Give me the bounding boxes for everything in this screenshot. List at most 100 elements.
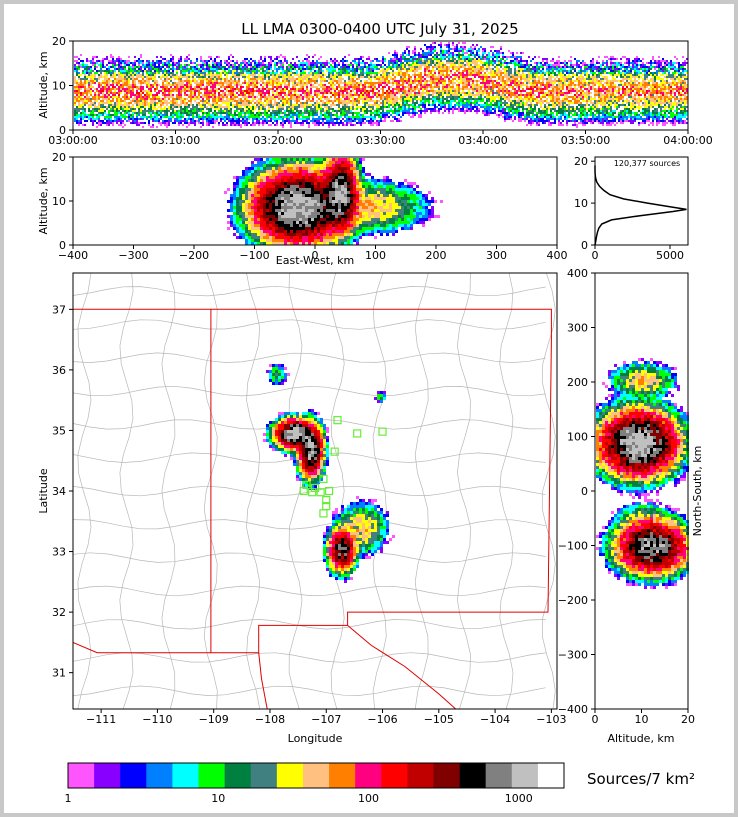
time-height-bin xyxy=(414,72,416,74)
time-height-bin xyxy=(344,108,346,110)
time-height-bin xyxy=(354,100,356,102)
time-height-bin xyxy=(238,120,240,122)
time-height-bin xyxy=(422,62,424,64)
time-height-bin xyxy=(360,80,362,82)
time-height-bin xyxy=(88,80,90,82)
time-height-bin xyxy=(394,108,396,110)
time-height-bin xyxy=(86,102,88,104)
time-height-bin xyxy=(380,102,382,104)
time-height-bin xyxy=(438,68,440,70)
time-height-bin xyxy=(122,90,124,92)
time-height-bin xyxy=(170,120,172,122)
time-height-bin xyxy=(432,96,434,98)
time-height-bin xyxy=(168,106,170,108)
time-height-bin xyxy=(206,74,208,76)
time-height-bin xyxy=(136,100,138,102)
time-height-bin xyxy=(148,76,150,78)
time-height-bin xyxy=(394,60,396,62)
time-height-bin xyxy=(374,66,376,68)
time-height-bin xyxy=(372,82,374,84)
time-height-bin xyxy=(280,76,282,78)
time-height-bin xyxy=(302,70,304,72)
time-height-bin xyxy=(418,98,420,100)
time-height-bin xyxy=(442,66,444,68)
time-height-bin xyxy=(298,84,300,86)
time-height-bin xyxy=(104,122,106,124)
time-height-bin xyxy=(126,106,128,108)
time-height-bin xyxy=(306,60,308,62)
time-height-bin xyxy=(188,116,190,118)
time-height-bin xyxy=(428,60,430,62)
time-height-bin xyxy=(256,78,258,80)
time-height-bin xyxy=(224,102,226,104)
time-height-bin xyxy=(310,104,312,106)
time-height-bin xyxy=(214,68,216,70)
time-height-bin xyxy=(436,58,438,60)
time-height-bin xyxy=(216,118,218,120)
time-height-bin xyxy=(132,62,134,64)
time-height-bin xyxy=(186,70,188,72)
time-height-bin xyxy=(384,72,386,74)
time-height-bin xyxy=(150,70,152,72)
time-height-bin xyxy=(280,94,282,96)
time-height-bin xyxy=(182,110,184,112)
time-height-bin xyxy=(444,44,446,46)
time-height-bin xyxy=(424,60,426,62)
time-height-bin xyxy=(198,96,200,98)
time-height-bin xyxy=(140,104,142,106)
time-height-bin xyxy=(228,68,230,70)
time-height-bin xyxy=(216,82,218,84)
time-height-bin xyxy=(86,114,88,116)
time-height-bin xyxy=(206,120,208,122)
time-height-bin xyxy=(210,122,212,124)
time-height-bin xyxy=(264,122,266,124)
time-height-bin xyxy=(106,118,108,120)
time-height-bin xyxy=(180,70,182,72)
time-height-bin xyxy=(228,66,230,68)
time-height-bin xyxy=(400,94,402,96)
time-height-bin xyxy=(370,64,372,66)
time-height-bin xyxy=(314,124,316,126)
time-height-bin xyxy=(306,94,308,96)
time-height-bin xyxy=(398,108,400,110)
time-height-bin xyxy=(290,72,292,74)
time-height-bin xyxy=(202,84,204,86)
time-height-bin xyxy=(284,100,286,102)
time-height-bin xyxy=(244,68,246,70)
time-height-bin xyxy=(420,80,422,82)
time-height-bin xyxy=(326,114,328,116)
time-height-bin xyxy=(84,102,86,104)
time-height-bin xyxy=(164,86,166,88)
time-height-bin xyxy=(224,78,226,80)
time-height-bin xyxy=(90,94,92,96)
time-height-bin xyxy=(340,116,342,118)
time-height-bin xyxy=(326,110,328,112)
time-height-bin xyxy=(150,76,152,78)
time-height-bin xyxy=(206,96,208,98)
time-height-bin xyxy=(116,114,118,116)
time-height-bin xyxy=(88,104,90,106)
time-height-bin xyxy=(446,70,448,72)
time-height-bin xyxy=(264,96,266,98)
time-height-bin xyxy=(318,68,320,70)
time-height-bin xyxy=(286,80,288,82)
time-height-bin xyxy=(426,100,428,102)
time-height-bin xyxy=(82,82,84,84)
time-height-bin xyxy=(354,92,356,94)
time-height-bin xyxy=(182,72,184,74)
time-height-bin xyxy=(296,106,298,108)
time-height-bin xyxy=(76,72,78,74)
time-height-bin xyxy=(360,82,362,84)
time-height-bin xyxy=(118,60,120,62)
time-height-bin xyxy=(230,94,232,96)
time-height-bin xyxy=(422,78,424,80)
time-height-bin xyxy=(386,106,388,108)
time-height-bin xyxy=(110,76,112,78)
time-height-bin xyxy=(194,80,196,82)
time-height-bin xyxy=(264,120,266,122)
time-height-bin xyxy=(152,80,154,82)
time-height-bin xyxy=(110,56,112,58)
time-height-bin xyxy=(170,60,172,62)
time-height-bin xyxy=(410,78,412,80)
time-height-bin xyxy=(348,102,350,104)
